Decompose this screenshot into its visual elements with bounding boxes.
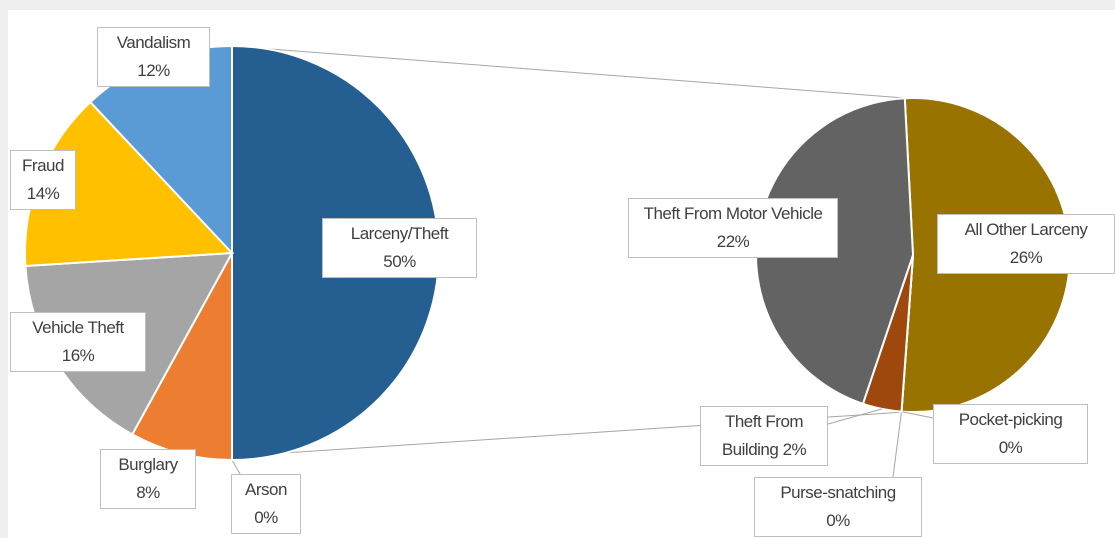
category-label: Fraud xyxy=(22,156,64,175)
value-label: 0% xyxy=(998,438,1023,457)
value-label: 8% xyxy=(136,483,160,502)
data-label: Theft From Building 2% xyxy=(700,406,828,466)
category-label: Purse-snatching xyxy=(780,483,896,502)
value-label: 16% xyxy=(61,346,95,365)
category-label: Theft From Motor Vehicle xyxy=(643,204,823,223)
value-label: 0% xyxy=(826,511,850,530)
category-label: Arson xyxy=(245,480,287,499)
data-label: Vehicle Theft 16% xyxy=(10,312,146,372)
data-label: All Other Larceny 26% xyxy=(937,214,1115,274)
category-label: Burglary xyxy=(118,455,178,474)
value-label: 0% xyxy=(254,508,278,527)
category-label: Theft From Building xyxy=(721,412,804,459)
data-label: Fraud 14% xyxy=(10,150,76,210)
value-label: 22% xyxy=(716,232,750,251)
data-label: Pocket-picking 0% xyxy=(933,404,1088,464)
data-label: Purse-snatching 0% xyxy=(754,477,922,537)
category-label: Vandalism xyxy=(116,33,191,52)
value-label: 14% xyxy=(26,184,60,203)
category-label: Vehicle Theft xyxy=(32,318,124,337)
connector-line xyxy=(231,45,906,99)
data-label: Arson 0% xyxy=(231,474,301,534)
leader-line xyxy=(827,408,883,425)
leader-line xyxy=(231,459,241,475)
data-label: Burglary 8% xyxy=(100,449,196,509)
category-label: Larceny/Theft xyxy=(350,224,449,243)
category-label: All Other Larceny xyxy=(964,220,1088,239)
value-label: 2% xyxy=(782,440,807,459)
leader-line xyxy=(892,411,902,478)
value-label: 12% xyxy=(137,61,170,80)
value-label: 50% xyxy=(383,252,416,271)
data-label: Larceny/Theft 50% xyxy=(322,218,477,278)
leader-line xyxy=(901,411,934,419)
data-label: Theft From Motor Vehicle 22% xyxy=(628,198,838,258)
data-label: Vandalism 12% xyxy=(97,27,210,87)
category-label: Pocket-picking xyxy=(958,410,1063,429)
value-label: 26% xyxy=(1009,248,1043,267)
